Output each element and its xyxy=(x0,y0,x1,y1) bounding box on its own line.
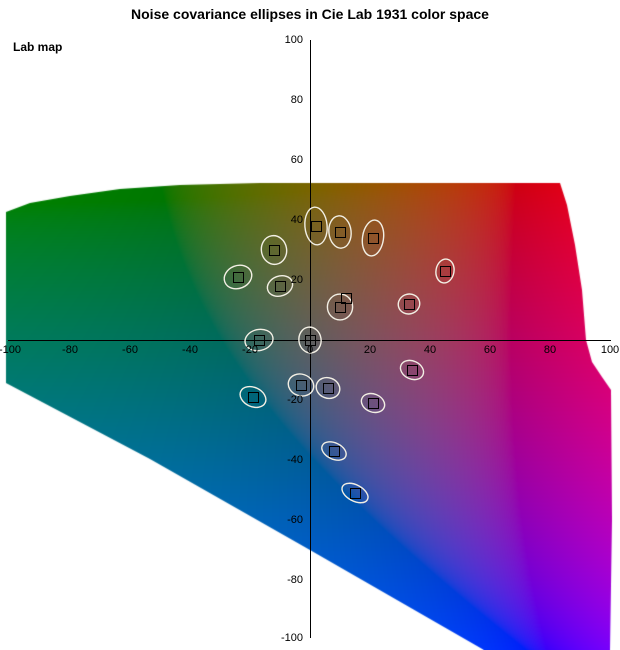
x-tick-label: 60 xyxy=(483,344,497,356)
y-tick-label: -100 xyxy=(280,632,303,644)
data-point-marker xyxy=(341,293,352,304)
corner-label: Lab map xyxy=(13,40,63,54)
covariance-ellipse xyxy=(328,215,352,249)
data-point-marker xyxy=(305,335,316,346)
data-point-marker xyxy=(335,227,346,238)
x-tick-label: -80 xyxy=(62,344,78,356)
chart-title: Noise covariance ellipses in Cie Lab 193… xyxy=(131,6,489,22)
x-tick-label: 20 xyxy=(363,344,377,356)
data-point-marker xyxy=(404,299,415,310)
x-tick-label: 0 xyxy=(306,344,314,356)
data-point-marker xyxy=(335,302,346,313)
data-point-marker xyxy=(233,272,244,283)
data-point-marker xyxy=(248,392,259,403)
y-tick-label: 80 xyxy=(290,94,303,106)
data-point-marker xyxy=(323,383,334,394)
covariance-ellipse xyxy=(266,275,294,297)
data-point-marker xyxy=(329,446,340,457)
covariance-ellipse xyxy=(321,441,347,461)
covariance-ellipse xyxy=(304,206,328,246)
covariance-ellipse xyxy=(399,359,425,381)
y-tick-label: -60 xyxy=(287,514,303,526)
y-tick-label: -20 xyxy=(287,394,303,406)
y-tick-label: 60 xyxy=(290,154,303,166)
x-tick-label: -40 xyxy=(182,344,198,356)
data-point-marker xyxy=(296,380,307,391)
data-point-marker xyxy=(311,221,322,232)
y-tick-label: 20 xyxy=(290,274,303,286)
covariance-ellipse xyxy=(287,373,315,397)
covariance-ellipse xyxy=(239,385,267,409)
covariance-ellipse xyxy=(260,234,288,266)
x-tick-label: 40 xyxy=(423,344,437,356)
x-tick-label: -20 xyxy=(242,344,258,356)
data-point-marker xyxy=(440,266,451,277)
data-point-marker xyxy=(368,233,379,244)
x-tick-label: 100 xyxy=(600,344,620,356)
covariance-ellipse xyxy=(360,392,386,414)
data-point-marker xyxy=(275,281,286,292)
covariance-ellipse xyxy=(326,293,354,321)
covariance-ellipse xyxy=(361,219,385,257)
data-point-marker xyxy=(254,335,265,346)
data-point-marker xyxy=(407,365,418,376)
covariance-ellipse xyxy=(315,376,341,400)
covariance-ellipse xyxy=(244,328,274,352)
covariance-ellipse xyxy=(341,482,369,504)
y-tick-label: 100 xyxy=(284,34,303,46)
y-tick-label: 40 xyxy=(290,214,303,226)
y-tick-label: -80 xyxy=(287,574,303,586)
covariance-ellipse xyxy=(435,258,455,284)
x-tick-label: 80 xyxy=(543,344,557,356)
data-point-marker xyxy=(269,245,280,256)
covariance-ellipse xyxy=(298,326,322,354)
covariance-ellipse xyxy=(223,264,253,290)
y-tick-label: -40 xyxy=(287,454,303,466)
covariance-ellipse xyxy=(397,293,421,315)
data-point-marker xyxy=(350,488,361,499)
data-point-marker xyxy=(368,398,379,409)
x-tick-label: -60 xyxy=(122,344,138,356)
x-tick-label: -100 xyxy=(0,344,22,356)
